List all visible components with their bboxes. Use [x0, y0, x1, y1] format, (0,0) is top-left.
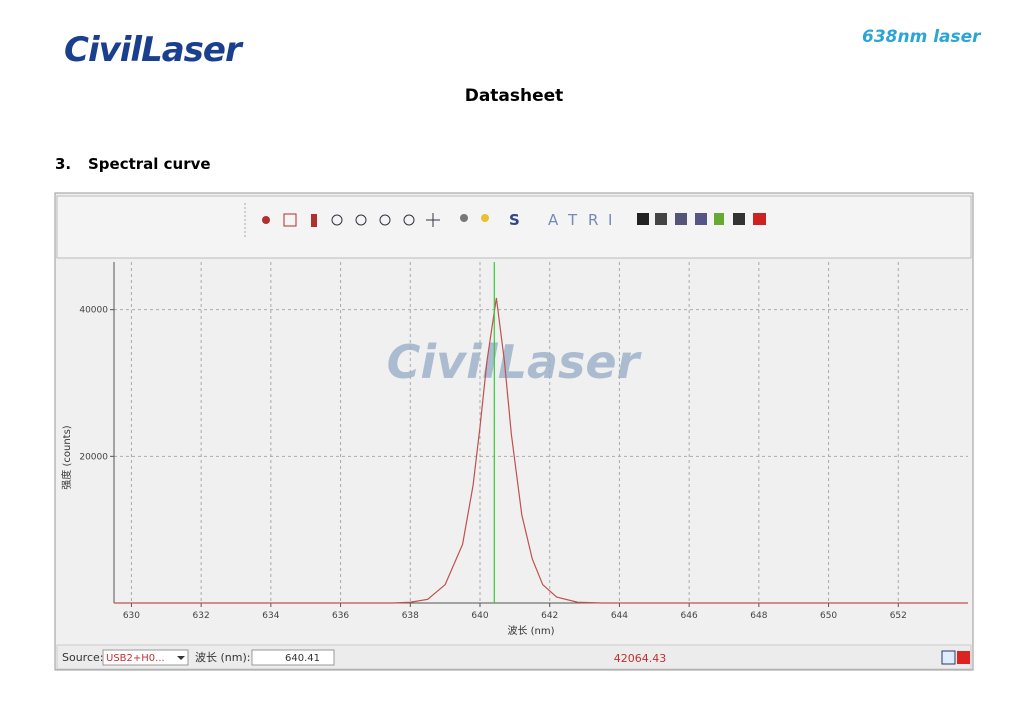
- intensity-value: 42064.43: [614, 652, 667, 665]
- x-tick-label: 638: [402, 611, 419, 621]
- toolbar: [56, 195, 972, 259]
- x-tick-label: 632: [193, 611, 210, 621]
- icon[interactable]: [403, 214, 415, 226]
- x-axis-label: 波长 (nm): [507, 624, 554, 637]
- icon[interactable]: [331, 214, 343, 226]
- toolbar-letter: A: [548, 211, 559, 229]
- section-title: Spectral curve: [88, 155, 211, 173]
- source-select[interactable]: [102, 649, 189, 666]
- toolbar-letter: I: [608, 211, 612, 229]
- dropdown-arrow[interactable]: [177, 656, 185, 660]
- x-tick-label: 644: [611, 611, 628, 621]
- source-value: USB2+H0...: [106, 653, 165, 664]
- icon[interactable]: [753, 213, 766, 225]
- icon[interactable]: [655, 213, 667, 225]
- icon[interactable]: [311, 214, 317, 227]
- x-tick-label: 636: [332, 611, 349, 621]
- x-tick-label: 640: [471, 611, 488, 621]
- icon[interactable]: [355, 214, 367, 226]
- icon[interactable]: [695, 213, 707, 225]
- mode-button[interactable]: [941, 650, 956, 665]
- source-label: Source:: [62, 651, 104, 664]
- icon[interactable]: [426, 213, 440, 227]
- y-tick-label: 20000: [79, 452, 108, 462]
- x-tick-label: 634: [262, 611, 279, 621]
- x-tick-label: 650: [820, 611, 837, 621]
- spectrum-line: [114, 297, 968, 604]
- product-name: 638nm laser: [862, 27, 981, 47]
- x-tick-label: 652: [890, 611, 907, 621]
- doc-title: Datasheet: [464, 86, 564, 106]
- icon[interactable]: [460, 214, 468, 222]
- wavelength-value: 640.41: [285, 653, 320, 664]
- toolbar-icons: [262, 213, 766, 227]
- icon[interactable]: [481, 214, 489, 222]
- icon[interactable]: [283, 213, 297, 227]
- section-number: 3.: [55, 155, 72, 173]
- toolbar-letter: T: [567, 211, 578, 229]
- wavelength-label: 波长 (nm):: [195, 651, 250, 664]
- icon[interactable]: [675, 213, 687, 225]
- icon[interactable]: [379, 214, 391, 226]
- logo: CivilLaser: [64, 30, 242, 70]
- x-tick-label: 642: [541, 611, 558, 621]
- x-tick-label: 630: [123, 611, 140, 621]
- y-axis-label: 强度 (counts): [60, 425, 73, 490]
- wavelength-input[interactable]: [251, 649, 335, 666]
- toolbar-letter: R: [588, 211, 598, 229]
- icon[interactable]: [262, 216, 270, 224]
- toolbar-letter: S: [509, 211, 520, 229]
- watermark: CivilLaser: [387, 335, 643, 389]
- x-tick-label: 648: [750, 611, 767, 621]
- icon[interactable]: [637, 213, 649, 225]
- y-tick-label: 40000: [79, 306, 108, 316]
- close-button[interactable]: [957, 651, 970, 664]
- status-bar: [56, 644, 972, 670]
- x-tick-label: 646: [681, 611, 698, 621]
- plot-area: [114, 262, 968, 603]
- icon[interactable]: [714, 213, 724, 225]
- icon[interactable]: [733, 213, 745, 225]
